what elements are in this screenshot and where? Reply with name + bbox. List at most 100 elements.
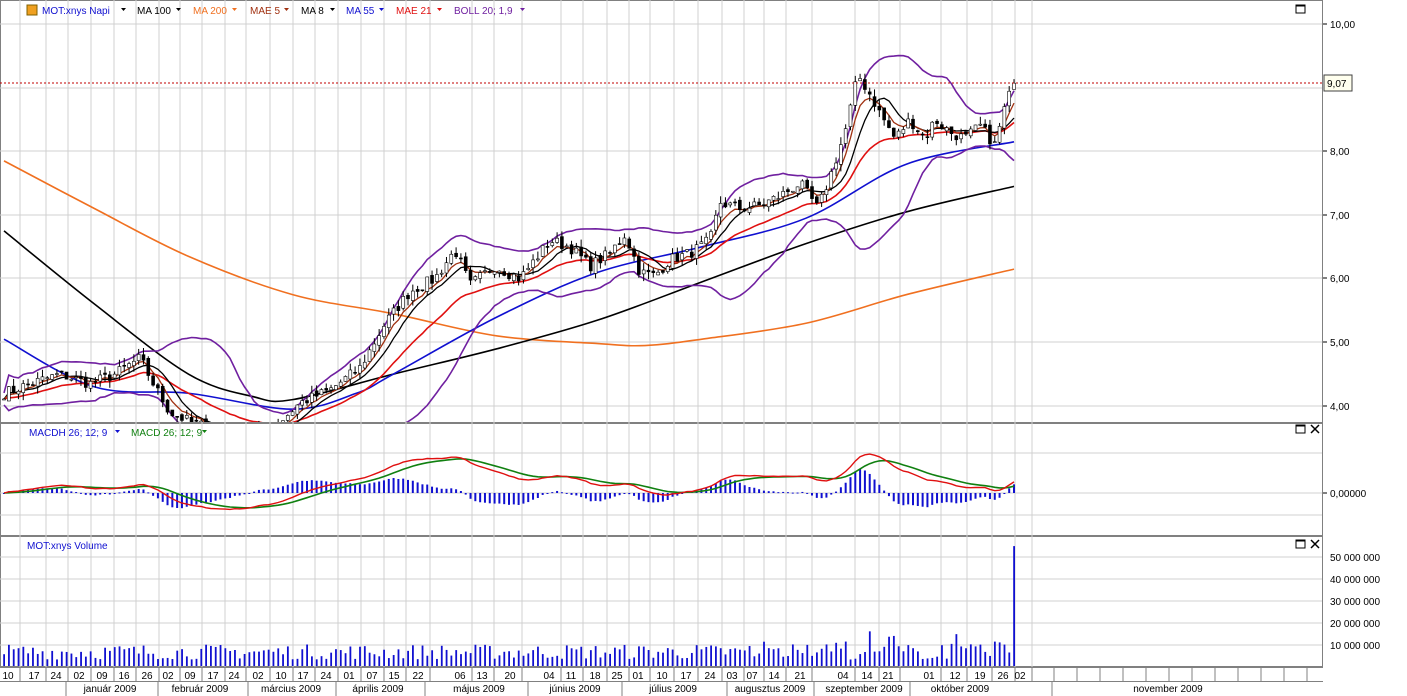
macdh-bar: [402, 478, 405, 493]
dropdown-arrow-icon[interactable]: [232, 8, 237, 11]
candle-body: [622, 237, 627, 245]
candle-body: [391, 307, 396, 315]
day-label: 09: [184, 671, 196, 682]
macdh-bar: [267, 489, 270, 493]
dropdown-arrow-icon[interactable]: [121, 8, 126, 11]
volume-bar: [546, 657, 549, 666]
volume-bar: [421, 645, 424, 666]
volume-bar: [335, 649, 337, 666]
candle-body: [709, 231, 713, 240]
volume-bar: [614, 647, 616, 666]
dropdown-arrow-icon[interactable]: [437, 8, 442, 11]
volume-bar: [873, 651, 876, 666]
macdh-bar: [325, 481, 328, 493]
candle-body: [59, 370, 64, 373]
macdh-bar: [407, 479, 409, 493]
candle-body: [656, 271, 660, 276]
price-tick-label: 10,00: [1330, 20, 1355, 31]
volume-bar: [955, 634, 958, 666]
price-tick-label: 5,00: [1330, 338, 1350, 349]
maximize-icon[interactable]: [1295, 424, 1306, 434]
dropdown-arrow-icon[interactable]: [202, 430, 207, 433]
legend-boll[interactable]: BOLL 20; 1,9: [454, 6, 513, 17]
macdh-bar: [897, 493, 900, 504]
legend-mae5[interactable]: MAE 5: [250, 6, 280, 17]
legend-macd[interactable]: MACD 26; 12; 9: [131, 428, 203, 439]
macdh-bar: [75, 492, 78, 494]
candle-body: [882, 107, 886, 121]
candle-body: [579, 246, 583, 257]
legend-symbol[interactable]: MOT:xnys Napi: [42, 6, 110, 17]
dropdown-arrow-icon[interactable]: [284, 8, 289, 11]
day-label: 21: [794, 671, 806, 682]
macdh-bar: [830, 493, 833, 495]
legend-macdh[interactable]: MACDH 26; 12; 9: [29, 428, 108, 439]
volume-bar: [561, 658, 563, 666]
macdh-bar: [272, 488, 275, 493]
chart-icon[interactable]: [26, 4, 38, 16]
candle-body: [31, 384, 35, 386]
candle-body: [550, 242, 555, 246]
close-icon[interactable]: [1310, 539, 1320, 549]
legend-mae21[interactable]: MAE 21: [396, 6, 432, 17]
macdh-bar: [89, 493, 92, 496]
candle-body: [747, 207, 752, 213]
price-tick-label: 8,00: [1330, 147, 1350, 158]
volume-bar: [267, 649, 270, 666]
macdh-bar: [637, 493, 640, 500]
volume-bar: [402, 658, 405, 666]
candle-body: [699, 241, 704, 244]
candle-body: [127, 363, 131, 368]
macdh-bar: [825, 493, 828, 498]
day-label: 15: [388, 671, 400, 682]
dropdown-arrow-icon[interactable]: [520, 8, 525, 11]
volume-bar: [594, 646, 597, 666]
volume-bar: [580, 646, 583, 666]
dropdown-arrow-icon[interactable]: [115, 430, 120, 433]
maximize-icon[interactable]: [1295, 539, 1306, 549]
volume-tick-label: 10 000 000: [1330, 641, 1380, 652]
macdh-bar: [988, 493, 991, 500]
volume-bar: [464, 651, 467, 666]
volume-bar: [128, 648, 131, 666]
macdh-bar: [541, 493, 544, 495]
dropdown-arrow-icon[interactable]: [379, 8, 384, 11]
legend-ma200[interactable]: MA 200: [193, 6, 227, 17]
candle-body: [608, 252, 612, 254]
legend-ma55[interactable]: MA 55: [346, 6, 375, 17]
macdh-bar: [397, 479, 400, 493]
dropdown-arrow-icon[interactable]: [176, 8, 181, 11]
maximize-icon[interactable]: [1295, 4, 1306, 14]
volume-bar: [989, 655, 991, 666]
macdh-bar: [286, 484, 289, 493]
macdh-bar: [378, 481, 381, 493]
candle-body: [305, 400, 309, 404]
candle-body: [454, 252, 458, 258]
volume-bar: [368, 652, 371, 666]
series-macd-signal: [3, 457, 1015, 509]
candle-body: [795, 186, 800, 194]
volume-bar: [551, 656, 554, 666]
macdh-bar: [488, 493, 491, 504]
volume-bar: [363, 646, 366, 666]
macdh-bar: [964, 493, 967, 502]
volume-bar: [185, 656, 188, 666]
candle-body: [290, 411, 295, 416]
close-icon[interactable]: [1310, 424, 1320, 434]
legend-ma8[interactable]: MA 8: [301, 6, 324, 17]
macdh-bar: [594, 493, 597, 501]
volume-bar: [89, 651, 92, 666]
volume-bar: [820, 648, 823, 666]
candle-body: [74, 376, 78, 379]
legend-ma100[interactable]: MA 100: [137, 6, 171, 17]
macdh-bar: [137, 489, 140, 493]
candle-body: [497, 270, 502, 273]
legend-volume[interactable]: MOT:xnys Volume: [27, 541, 108, 552]
volume-bar: [522, 655, 525, 666]
day-label: 10: [275, 671, 287, 682]
candle-body: [362, 361, 367, 369]
dropdown-arrow-icon[interactable]: [330, 8, 335, 11]
volume-bar: [753, 656, 756, 666]
candle-body: [83, 376, 88, 388]
candle-body: [935, 120, 939, 124]
